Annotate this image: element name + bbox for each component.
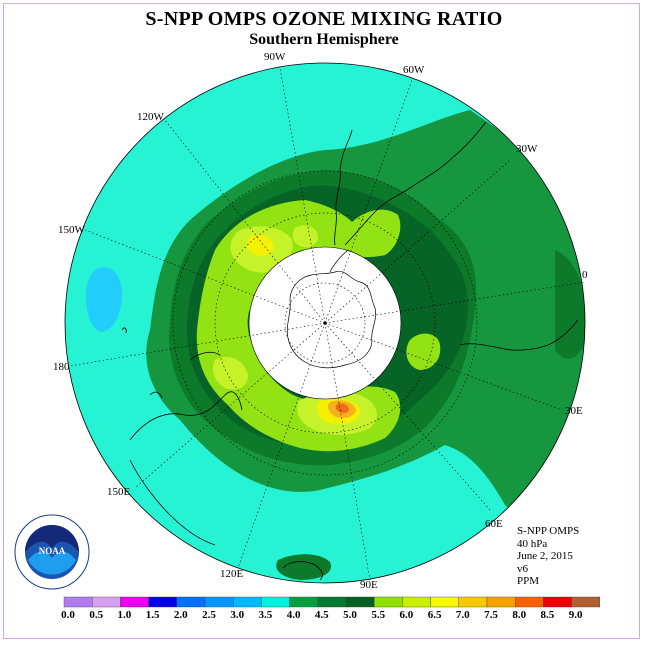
- colorbar-tick-label-16: 8.0: [512, 609, 526, 621]
- colorbar-tick-label-6: 3.0: [230, 609, 244, 621]
- meridian-90w: [279, 67, 326, 324]
- coastline-new-zealand: [121, 327, 163, 399]
- colorbar-box-5: [204, 596, 234, 608]
- colorbar-tick-label-18: 9.0: [569, 609, 583, 621]
- meridian-120w: [164, 119, 326, 324]
- colorbar-tick-label-13: 6.5: [428, 609, 442, 621]
- map-title: S-NPP OMPS OZONE MIXING RATIO: [145, 8, 503, 30]
- latitude-circle-60s: [172, 170, 478, 476]
- latitude-circle-70s: [214, 212, 436, 434]
- lon-label-90e: 90E: [360, 579, 378, 591]
- noaa-logo-top: [25, 525, 79, 552]
- colorbar-box-16: [515, 596, 544, 608]
- colorbar-box-18: [571, 596, 600, 608]
- colorbar-tick-label-4: 2.0: [174, 609, 188, 621]
- colorbar-box-7: [261, 596, 290, 608]
- lon-label-150w: 150W: [58, 224, 86, 236]
- south-pole-dot: [323, 321, 327, 325]
- field-green-mid-east-lobe: [555, 250, 585, 359]
- colorbar-tick-label-0: 0.0: [61, 609, 75, 621]
- info-version: v6: [517, 562, 528, 575]
- lon-label-0: 0: [582, 269, 588, 281]
- info-level: 40 hPa: [517, 537, 548, 550]
- meridian-180: [69, 322, 326, 367]
- colorbar-tick-label-14: 7.0: [456, 609, 470, 621]
- colorbar-tick-label-12: 6.0: [400, 609, 414, 621]
- lon-label-30w: 30W: [516, 143, 538, 155]
- coastline-africa: [459, 319, 579, 351]
- field-light-green-2: [292, 225, 318, 248]
- coastline-south-island-south: [282, 561, 323, 581]
- meridian-150w: [84, 229, 326, 324]
- lon-label-30e: 30E: [565, 405, 583, 417]
- meridian-60e: [324, 322, 491, 511]
- meridian-60w: [324, 79, 413, 324]
- meridian-120e: [237, 322, 326, 569]
- colorbar-box-4: [176, 596, 206, 608]
- lon-label-120e: 120E: [220, 568, 244, 580]
- info-units: PPM: [517, 575, 540, 587]
- lon-label-180: 180: [53, 361, 70, 373]
- colorbar-box-14: [458, 596, 488, 608]
- noaa-logo: NOAA: [14, 514, 90, 590]
- map-boundary: [64, 62, 586, 584]
- colorbar-box-15: [486, 596, 516, 608]
- lon-label-150e: 150E: [107, 486, 131, 498]
- map-subtitle: Southern Hemisphere: [249, 31, 399, 48]
- antarctic-peninsula-coastline: [329, 249, 349, 273]
- colorbar-tick-label-8: 4.0: [287, 609, 301, 621]
- lon-label-90w: 90W: [264, 51, 286, 63]
- noaa-logo-text: NOAA: [39, 546, 66, 556]
- field-blue-pocket: [85, 267, 123, 332]
- field-yellow: [246, 234, 274, 256]
- antarctica-coastline: [286, 270, 377, 369]
- colorbar-box-9: [317, 596, 347, 608]
- field-green-south: [276, 554, 332, 580]
- colorbar-tick-label-17: 8.5: [541, 609, 555, 621]
- colorbar-box-13: [430, 596, 460, 608]
- colorbar-box-17: [543, 596, 572, 608]
- info-date: June 2, 2015: [517, 550, 573, 562]
- colorbar-box-8: [289, 596, 319, 608]
- colorbar-box-1: [91, 596, 121, 608]
- meridian-90e: [324, 322, 371, 581]
- colorbar-box-12: [402, 596, 431, 608]
- info-instrument: S-NPP OMPS: [517, 525, 580, 537]
- longitude-labels: 90W 60W 30W 0 30E 60E 90E 120E 150E 180 …: [53, 51, 588, 591]
- lon-label-120w: 120W: [137, 111, 165, 123]
- colorbar-box-10: [345, 596, 375, 608]
- noaa-logo-wave: [28, 551, 76, 575]
- colorbar-tick-label-1: 0.5: [89, 609, 103, 621]
- colorbar-box-11: [374, 596, 403, 608]
- coastline-australia: [129, 351, 243, 546]
- colorbar-tick-label-15: 7.5: [484, 609, 498, 621]
- page-frame: [3, 3, 640, 639]
- coastline-south-america: [334, 121, 487, 246]
- field-red-orange: [335, 403, 349, 414]
- colorbar: 0.0 0.5 1.0 1.5 2.0 2.5 3.0 3.5 4.0 4.5 5.0 5.5 6.0 6…: [61, 596, 600, 621]
- colorbar-box-0: [63, 596, 93, 608]
- colorbar-tick-label-10: 5.0: [343, 609, 357, 621]
- graticule: [69, 67, 586, 581]
- lon-label-60e: 60E: [485, 518, 503, 530]
- latitude-circle-80s: [284, 282, 366, 364]
- field-yellow-green-east: [406, 333, 441, 370]
- colorbar-tick-label-9: 4.5: [315, 609, 329, 621]
- info-block: S-NPP OMPS 40 hPa June 2, 2015 v6 PPM: [517, 525, 579, 588]
- meridian-30w: [324, 159, 511, 324]
- field-light-green-4: [212, 356, 248, 390]
- colorbar-tick-label-3: 1.5: [146, 609, 160, 621]
- colorbar-box-3: [148, 596, 178, 608]
- colorbar-tick-label-2: 1.0: [118, 609, 132, 621]
- colorbar-tick-label-5: 2.5: [202, 609, 216, 621]
- colorbar-tick-label-7: 3.5: [259, 609, 273, 621]
- colorbar-box-6: [232, 596, 262, 608]
- colorbar-box-2: [120, 596, 149, 608]
- lon-label-60w: 60W: [403, 64, 425, 76]
- colorbar-tick-label-11: 5.5: [371, 609, 385, 621]
